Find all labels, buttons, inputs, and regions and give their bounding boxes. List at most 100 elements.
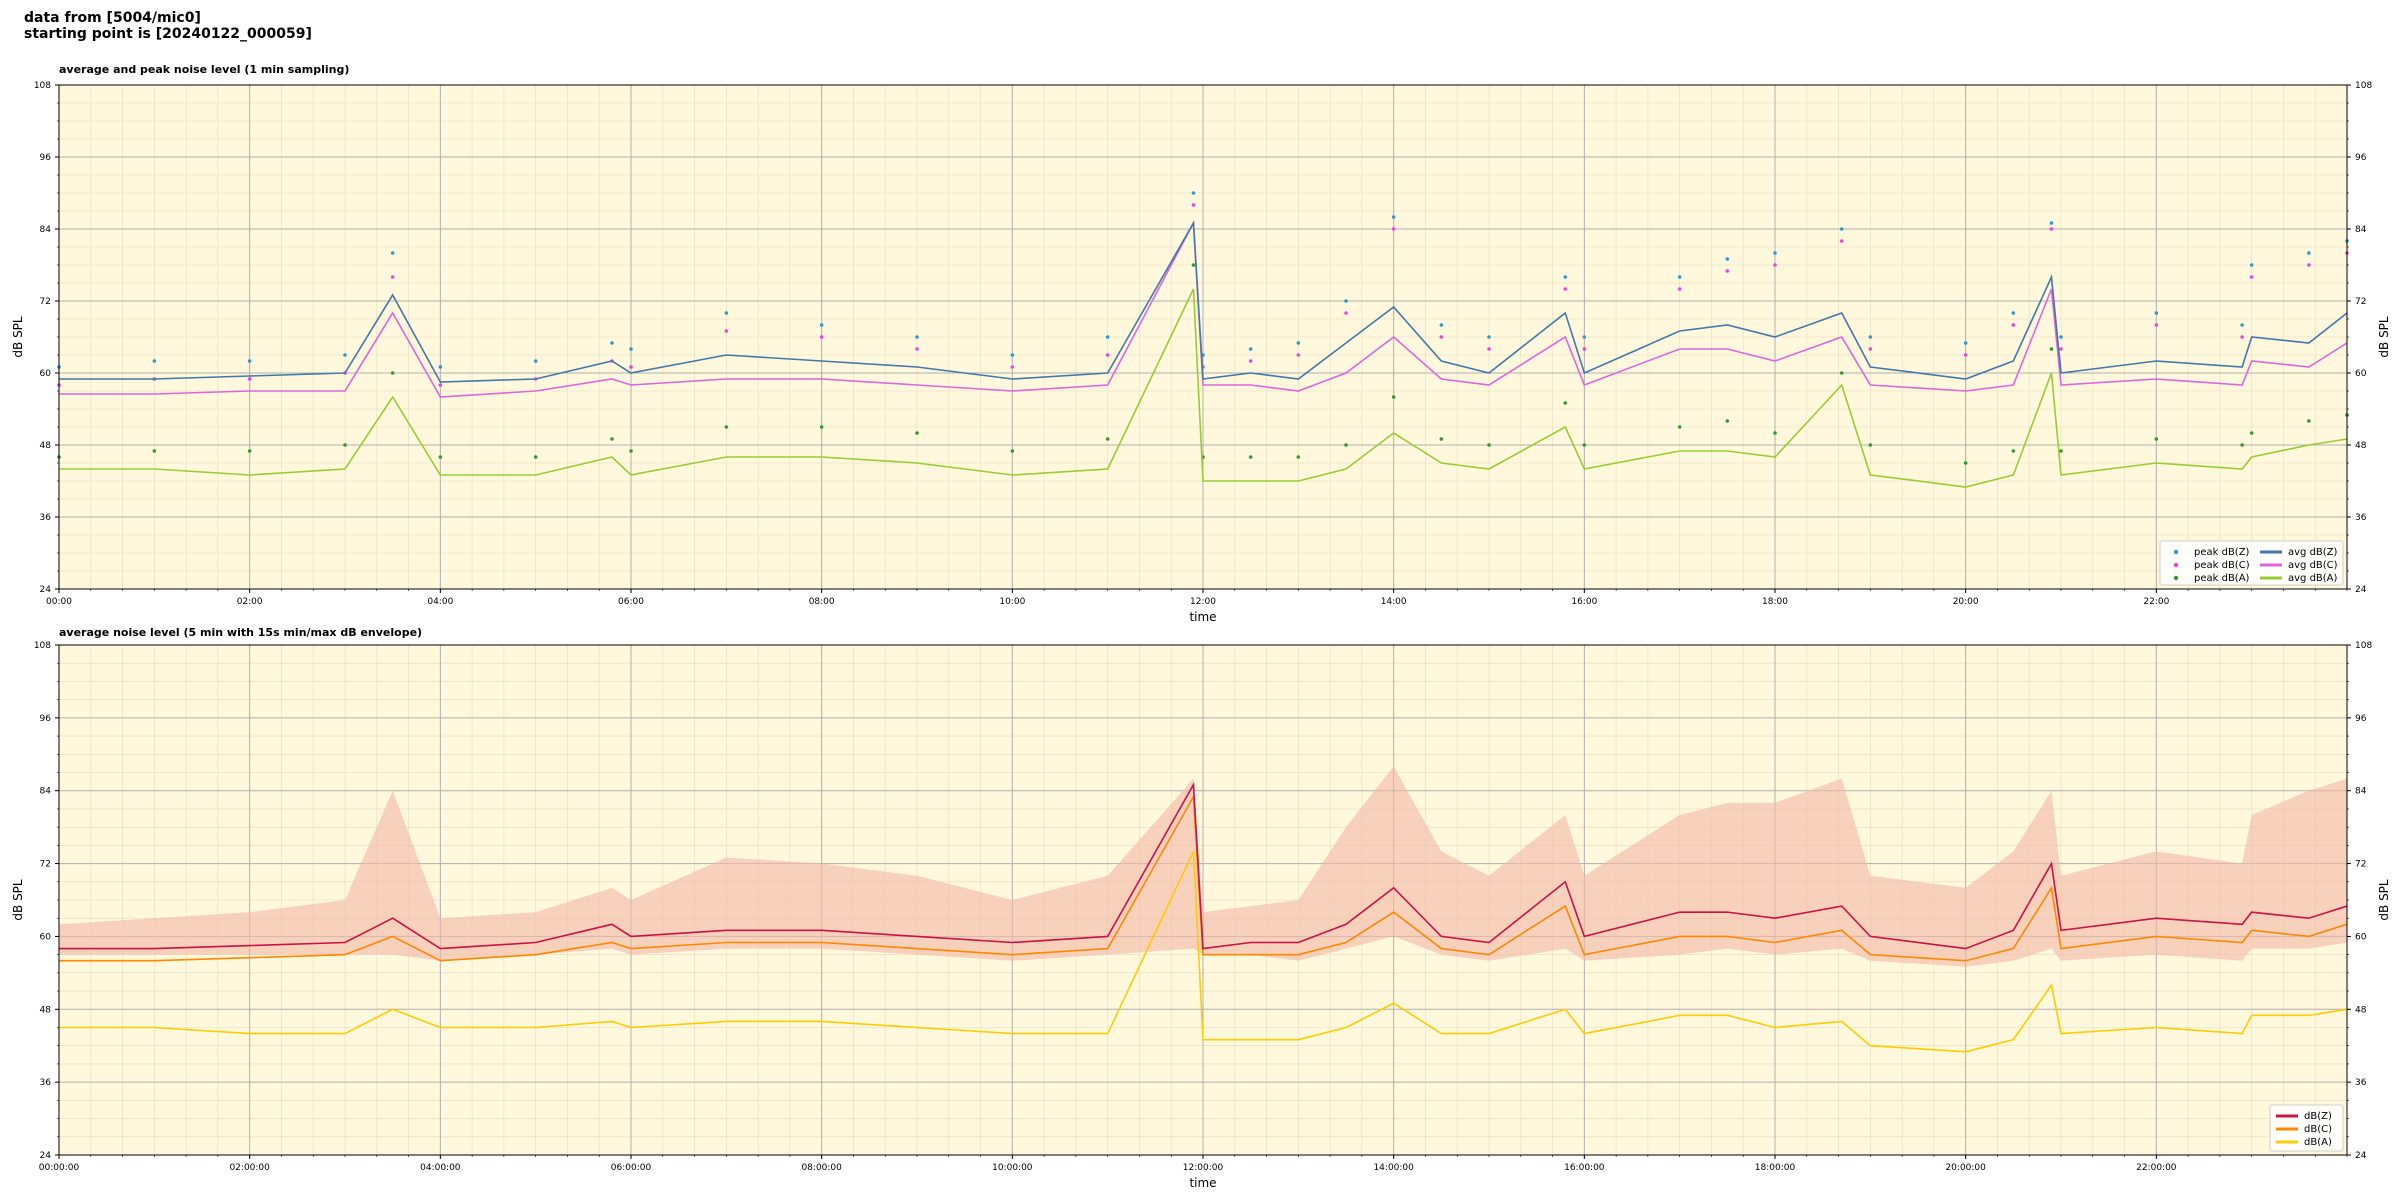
y-tick-label-left: 96 [40,153,52,163]
x-tick-label: 16:00 [1571,597,1597,607]
point-peakdba [2249,431,2254,435]
y-tick-label-left: 60 [40,369,52,379]
y-axis-label-right: dB SPL [2377,316,2391,358]
y-tick-label-left: 72 [40,297,51,307]
point-peakdbc [438,383,443,387]
y-tick-label-left: 36 [40,1078,52,1088]
point-peakdbz [533,359,538,363]
point-peakdba [343,443,347,447]
y-axis-label-left: dB SPL [11,879,25,921]
point-peakdba [2154,437,2159,441]
point-peakdba [1773,431,1777,435]
point-peakdbz [2154,311,2159,315]
legend-entry: avg dB(C) [2288,560,2338,571]
y-tick-label-right: 24 [2355,1151,2367,1161]
x-tick-label: 20:00:00 [1945,1163,1986,1173]
point-peakdba [1839,371,1844,375]
point-peakdbc [2307,263,2311,267]
y-tick-label-right: 72 [2355,860,2366,870]
point-peakdbc [915,347,919,351]
y-tick-label-right: 60 [2355,932,2367,942]
point-peakdba [1725,419,1730,423]
point-peakdbc [1439,335,1444,339]
point-peakdbz [819,323,824,327]
point-peakdba [1296,455,1301,459]
series-line-dbz [59,781,2348,950]
legend-entry: dB(A) [2304,1137,2332,1148]
point-peakdbz [1296,341,1301,345]
x-tick-label: 04:00:00 [420,1163,461,1173]
point-peakdbc [1963,353,1968,357]
point-peakdbz [1677,275,1682,279]
point-peakdba [2049,347,2054,351]
y-tick-label-left: 36 [40,513,52,523]
y-tick-label-left: 84 [40,787,52,797]
point-peakdba [533,455,538,459]
legend-marker [2173,549,2179,555]
point-peakdba [1582,443,1587,447]
point-peakdbc [2249,275,2254,279]
point-peakdba [1105,437,1110,441]
x-tick-label: 10:00:00 [992,1163,1033,1173]
y-tick-label-left: 108 [34,81,51,91]
point-peakdbz [724,311,729,315]
x-tick-label: 12:00:00 [1183,1163,1224,1173]
legend-entry: peak dB(C) [2194,560,2250,571]
point-peakdbc [1563,287,1568,291]
x-tick-label: 22:00 [2143,597,2169,607]
x-axis-label: time [1189,610,1216,624]
y-tick-label-right: 60 [2355,369,2367,379]
x-tick-label: 18:00 [1762,597,1788,607]
chart-top: 24 24 36 36 48 48 60 60 72 72 84 84 96 96 108 108 00:00 0… [11,81,2391,624]
point-peakdbz [2240,323,2244,327]
y-tick-label-right: 96 [2355,714,2367,724]
y-tick-label-left: 48 [40,1005,52,1015]
y-tick-label-left: 60 [40,932,52,942]
point-peakdbz [1773,251,1777,255]
x-tick-label: 06:00 [618,597,644,607]
point-peakdbz [1439,323,1444,327]
point-peakdbz [629,347,633,351]
x-tick-label: 22:00:00 [2136,1163,2177,1173]
x-tick-label: 16:00:00 [1564,1163,1605,1173]
header-starting-point: starting point is [20240122_000059] [24,26,312,42]
point-peakdba [1439,437,1444,441]
point-peakdbc [2059,347,2063,351]
point-peakdba [1391,395,1396,399]
point-peakdbc [1391,227,1396,231]
point-peakdba [915,431,919,435]
point-peakdbc [1296,353,1301,357]
point-peakdbc [1105,353,1110,357]
point-peakdbz [390,251,395,255]
y-tick-label-right: 84 [2355,225,2367,235]
y-tick-label-right: 36 [2355,513,2367,523]
point-peakdbz [610,341,614,345]
point-peakdbz [438,365,443,369]
point-peakdba [1963,461,1968,465]
point-peakdba [610,437,614,441]
legend-box [2159,540,2344,586]
y-tick-label-right: 108 [2355,81,2372,91]
point-peakdbc [1582,347,1587,351]
point-peakdbz [247,359,252,363]
point-peakdbz [152,359,157,363]
x-tick-label: 06:00:00 [611,1163,652,1173]
point-peakdbz [1582,335,1587,339]
x-tick-label: 02:00:00 [229,1163,270,1173]
series-line-dba [59,851,2348,1053]
x-tick-label: 08:00:00 [801,1163,842,1173]
point-peakdbc [1191,203,1196,207]
y-tick-label-right: 24 [2355,585,2367,595]
point-peakdbc [1487,347,1491,351]
point-peakdbz [1839,227,1844,231]
point-peakdbz [2011,311,2016,315]
legend-marker [2173,562,2179,568]
chart-title-top: average and peak noise level (1 min samp… [59,63,350,76]
point-peakdbz [915,335,919,339]
x-tick-label: 02:00 [237,597,263,607]
point-peakdbz [1563,275,1568,279]
point-peakdba [1868,443,1873,447]
legend-entry: peak dB(A) [2194,573,2250,584]
y-tick-label-right: 48 [2355,1005,2367,1015]
legend-marker [2173,575,2179,581]
